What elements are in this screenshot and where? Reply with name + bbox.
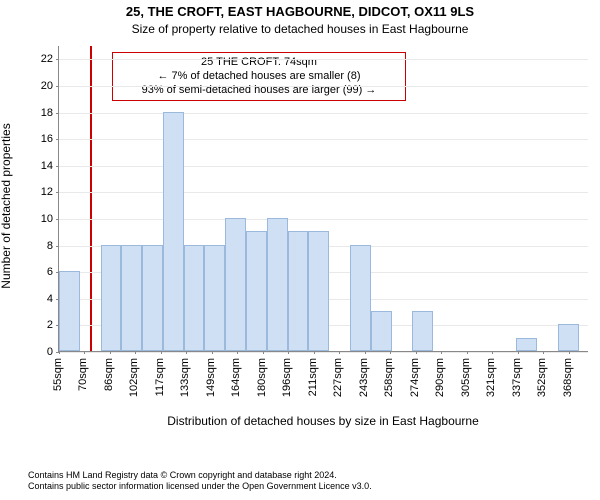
xtick-mark — [110, 351, 111, 354]
xtick-label: 352sqm — [536, 358, 548, 397]
xtick-mark — [314, 351, 315, 354]
xtick-mark — [84, 351, 85, 354]
bar — [246, 231, 267, 351]
xtick-label: 196sqm — [281, 358, 293, 397]
footer-attribution: Contains HM Land Registry data © Crown c… — [28, 470, 372, 493]
xtick-mark — [441, 351, 442, 354]
ytick-label: 22 — [41, 53, 59, 65]
bar — [288, 231, 309, 351]
xtick-mark — [59, 351, 60, 354]
ytick-label: 18 — [41, 107, 59, 119]
xtick-label: 290sqm — [434, 358, 446, 397]
reference-line — [90, 46, 92, 351]
xtick-label: 164sqm — [230, 358, 242, 397]
xtick-mark — [212, 351, 213, 354]
xtick-label: 243sqm — [358, 358, 370, 397]
xtick-mark — [416, 351, 417, 354]
ytick-label: 16 — [41, 133, 59, 145]
bar — [371, 311, 392, 351]
gridline — [59, 352, 588, 353]
ytick-label: 14 — [41, 160, 59, 172]
bar — [101, 245, 122, 351]
xtick-label: 70sqm — [77, 358, 89, 391]
xtick-mark — [543, 351, 544, 354]
xtick-label: 258sqm — [383, 358, 395, 397]
xtick-mark — [237, 351, 238, 354]
ytick-label: 20 — [41, 80, 59, 92]
ytick-label: 12 — [41, 186, 59, 198]
gridline — [59, 86, 588, 87]
bar — [121, 245, 142, 351]
bar — [267, 218, 288, 351]
ytick-label: 2 — [47, 319, 59, 331]
xtick-label: 117sqm — [154, 358, 166, 396]
xtick-label: 305sqm — [460, 358, 472, 397]
xtick-label: 55sqm — [52, 358, 64, 391]
xtick-label: 227sqm — [332, 358, 344, 397]
bar — [412, 311, 433, 351]
bar — [225, 218, 246, 351]
xtick-mark — [135, 351, 136, 354]
x-axis-label: Distribution of detached houses by size … — [58, 414, 588, 428]
gridline — [59, 219, 588, 220]
xtick-mark — [288, 351, 289, 354]
xtick-label: 86sqm — [103, 358, 115, 391]
annotation-line: 25 THE CROFT: 74sqm — [119, 56, 399, 70]
xtick-mark — [186, 351, 187, 354]
xtick-label: 102sqm — [128, 358, 140, 397]
y-axis-label: Number of detached properties — [0, 53, 13, 359]
annotation-line: ← 7% of detached houses are smaller (8) — [119, 70, 399, 84]
bar — [350, 245, 371, 351]
xtick-mark — [518, 351, 519, 354]
footer-line: Contains public sector information licen… — [28, 481, 372, 492]
gridline — [59, 139, 588, 140]
xtick-mark — [467, 351, 468, 354]
xtick-mark — [339, 351, 340, 354]
xtick-label: 368sqm — [562, 358, 574, 397]
ytick-label: 6 — [47, 266, 59, 278]
ytick-label: 8 — [47, 240, 59, 252]
xtick-mark — [569, 351, 570, 354]
bar — [516, 338, 537, 351]
gridline — [59, 113, 588, 114]
xtick-mark — [365, 351, 366, 354]
gridline — [59, 59, 588, 60]
bar — [163, 112, 184, 351]
xtick-mark — [390, 351, 391, 354]
xtick-label: 149sqm — [205, 358, 217, 397]
gridline — [59, 192, 588, 193]
xtick-label: 180sqm — [256, 358, 268, 397]
chart-subtitle: Size of property relative to detached ho… — [0, 22, 600, 36]
ytick-label: 10 — [41, 213, 59, 225]
xtick-label: 321sqm — [485, 358, 497, 397]
xtick-label: 211sqm — [307, 358, 319, 396]
ytick-label: 4 — [47, 293, 59, 305]
xtick-mark — [492, 351, 493, 354]
xtick-mark — [161, 351, 162, 354]
bar — [59, 271, 80, 351]
xtick-label: 337sqm — [511, 358, 523, 397]
bar — [142, 245, 163, 351]
xtick-label: 133sqm — [179, 358, 191, 397]
bar — [184, 245, 205, 351]
bar — [204, 245, 225, 351]
footer-line: Contains HM Land Registry data © Crown c… — [28, 470, 372, 481]
xtick-mark — [263, 351, 264, 354]
gridline — [59, 166, 588, 167]
plot-area: 25 THE CROFT: 74sqm← 7% of detached hous… — [58, 46, 588, 352]
bar — [558, 324, 579, 351]
xtick-label: 274sqm — [409, 358, 421, 397]
chart-title: 25, THE CROFT, EAST HAGBOURNE, DIDCOT, O… — [0, 4, 600, 19]
ytick-label: 0 — [47, 346, 59, 358]
bar — [308, 231, 329, 351]
